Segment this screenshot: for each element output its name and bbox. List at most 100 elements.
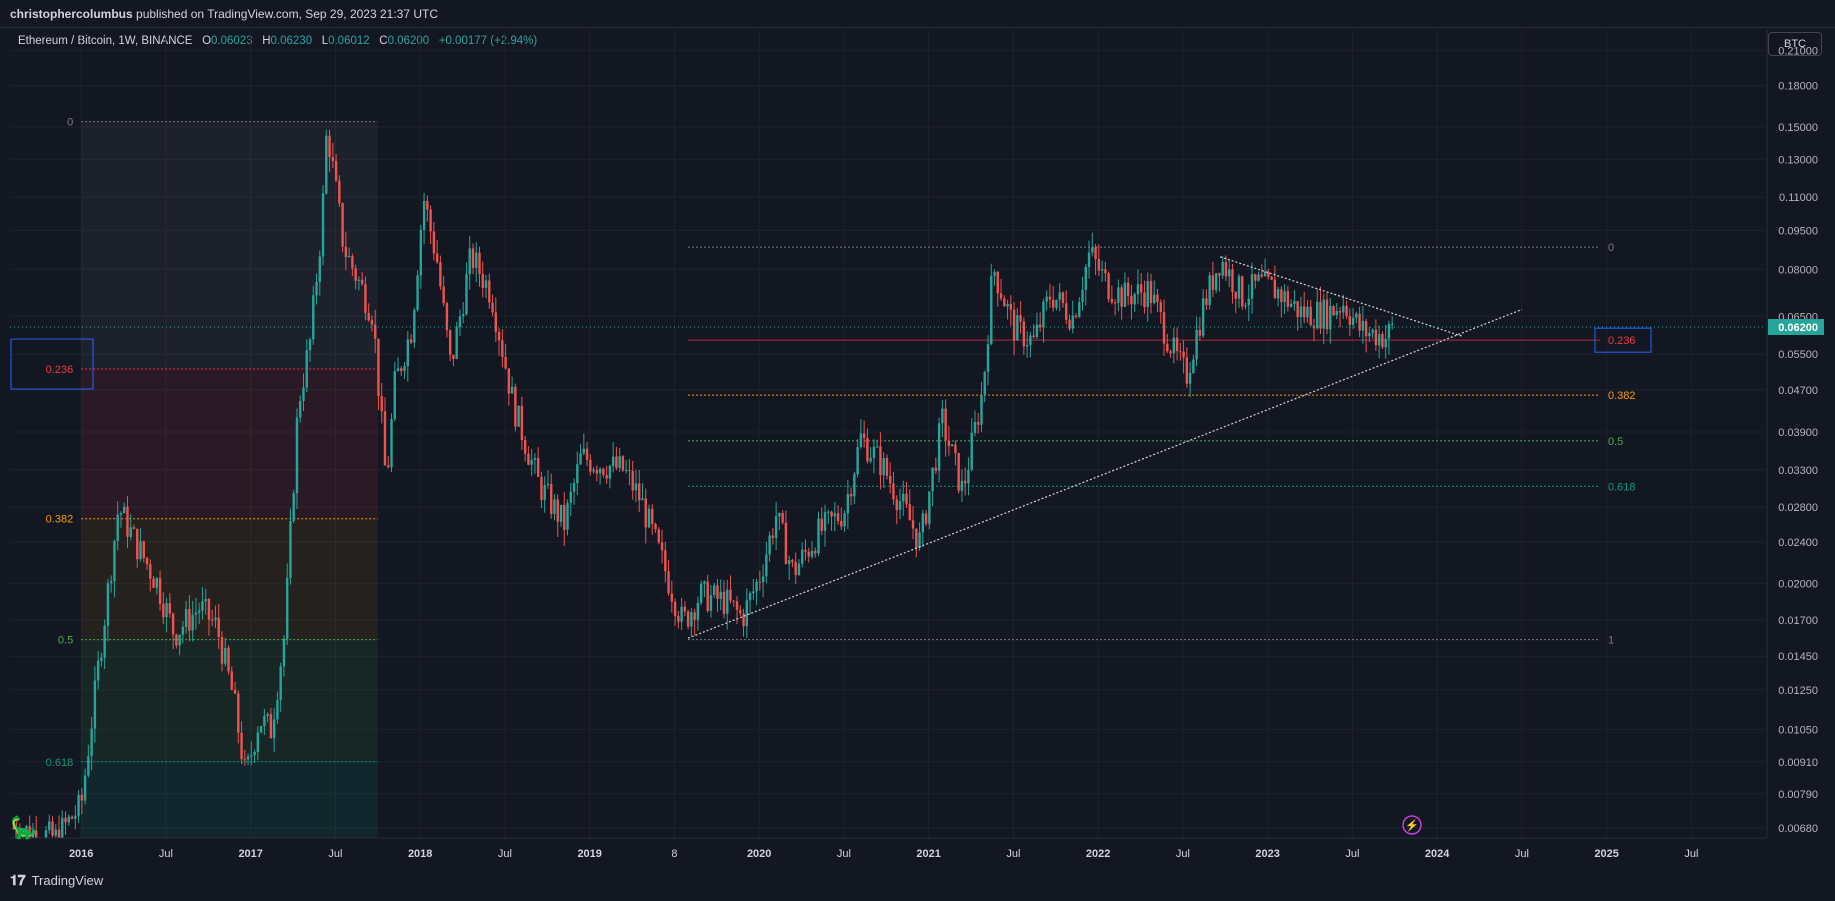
candle-body: [993, 271, 996, 277]
candle-body: [484, 280, 488, 288]
candle-body: [1361, 321, 1365, 331]
candle-body: [967, 469, 970, 484]
candle-body: [1283, 291, 1286, 303]
candle-body: [155, 578, 159, 588]
fib-zone: [81, 121, 378, 370]
tradingview-logo-icon[interactable]: 𝟏𝟕: [10, 872, 26, 888]
candle-body: [814, 550, 817, 554]
candle-body: [1094, 247, 1097, 259]
candle-body: [1143, 292, 1146, 308]
candle-body: [817, 518, 820, 554]
candle-body: [1237, 276, 1241, 299]
candle-body: [556, 499, 559, 522]
x-tick-label: Jul: [159, 848, 173, 860]
candle-body: [145, 557, 149, 565]
candle-body: [546, 483, 550, 486]
candle-body: [292, 493, 295, 522]
candle-body: [634, 483, 638, 491]
symbol-pair[interactable]: Ethereum / Bitcoin, 1W, BINANCE: [18, 35, 193, 47]
candle-body: [126, 506, 129, 537]
candle-body: [1153, 294, 1156, 304]
candle-body: [833, 513, 837, 517]
candle-body: [1332, 306, 1335, 316]
candle-body: [690, 612, 693, 627]
candle-body: [709, 595, 713, 611]
candle-body: [1244, 305, 1247, 307]
candle-body: [1254, 274, 1257, 281]
candle-body: [843, 513, 846, 527]
x-tick-label: Jul: [498, 848, 512, 860]
candle-body: [1247, 298, 1250, 306]
x-tick-label: Jul: [1176, 848, 1190, 860]
dinosaur-icon: 🦕: [10, 815, 37, 840]
high-label: H: [262, 35, 271, 47]
candle-body: [285, 577, 289, 639]
candle-body: [1185, 357, 1189, 384]
candle-body: [422, 200, 426, 230]
candle-body: [836, 513, 840, 521]
candle-body: [491, 302, 494, 313]
currency-button[interactable]: BTC: [1768, 32, 1822, 56]
candle-body: [1038, 324, 1042, 328]
candle-body: [406, 339, 409, 367]
fib-highlight-box: [1594, 327, 1652, 353]
candle-body: [1198, 329, 1202, 336]
candle-body: [57, 829, 61, 838]
fib-level-label: 0.382: [1608, 390, 1636, 402]
candle-body: [448, 330, 452, 355]
candle-body: [696, 602, 700, 620]
candle-body: [1319, 301, 1322, 329]
candle-body: [892, 483, 895, 500]
candle-body: [1316, 301, 1319, 329]
candle-body: [510, 386, 514, 394]
candle-body: [726, 589, 729, 614]
candle-body: [1166, 343, 1169, 352]
candle-body: [699, 583, 703, 603]
x-tick-label: 2023: [1255, 848, 1279, 860]
candle-body: [1342, 305, 1345, 313]
x-tick-label: Jul: [328, 848, 342, 860]
candle-body: [256, 732, 260, 753]
candle-body: [1309, 306, 1312, 326]
candle-body: [768, 535, 771, 555]
candle-body: [530, 459, 533, 465]
candle-body: [970, 432, 973, 470]
x-tick-label: 8: [671, 848, 677, 860]
candle-body: [455, 327, 458, 359]
x-tick-label: 2025: [1594, 848, 1618, 860]
candle-body: [429, 209, 432, 232]
x-tick-label: 2020: [747, 848, 771, 860]
candle-body: [797, 563, 801, 576]
candle-body: [136, 528, 139, 560]
candle-body: [1078, 301, 1081, 317]
candle-body: [338, 180, 341, 204]
candle-body: [1257, 274, 1260, 281]
candle-body: [1377, 334, 1381, 346]
candle-body: [435, 253, 439, 263]
candle-body: [1140, 284, 1143, 293]
candle-body: [660, 542, 664, 551]
candle-body: [664, 550, 667, 572]
candle-body: [204, 599, 207, 602]
candle-body: [188, 609, 191, 631]
tradingview-brand[interactable]: TradingView: [31, 873, 104, 888]
lightning-icon: [1402, 815, 1422, 835]
candle-body: [628, 470, 631, 472]
publisher-name[interactable]: christophercolumbus: [10, 7, 133, 21]
candle-body: [305, 350, 308, 388]
candle-body: [152, 578, 155, 588]
candle-body: [80, 794, 84, 801]
candle-body: [1162, 311, 1166, 344]
candle-body: [54, 829, 57, 836]
candle-body: [468, 248, 471, 275]
candle-body: [898, 501, 902, 510]
candle-body: [1130, 295, 1133, 305]
candle-body: [781, 513, 784, 523]
candle-body: [103, 625, 106, 658]
candle-body: [778, 513, 781, 517]
candle-body: [680, 606, 683, 622]
fib-level-label: 0.236: [1608, 335, 1636, 347]
candle-body: [598, 468, 602, 474]
low-value: 0.06012: [328, 35, 370, 47]
